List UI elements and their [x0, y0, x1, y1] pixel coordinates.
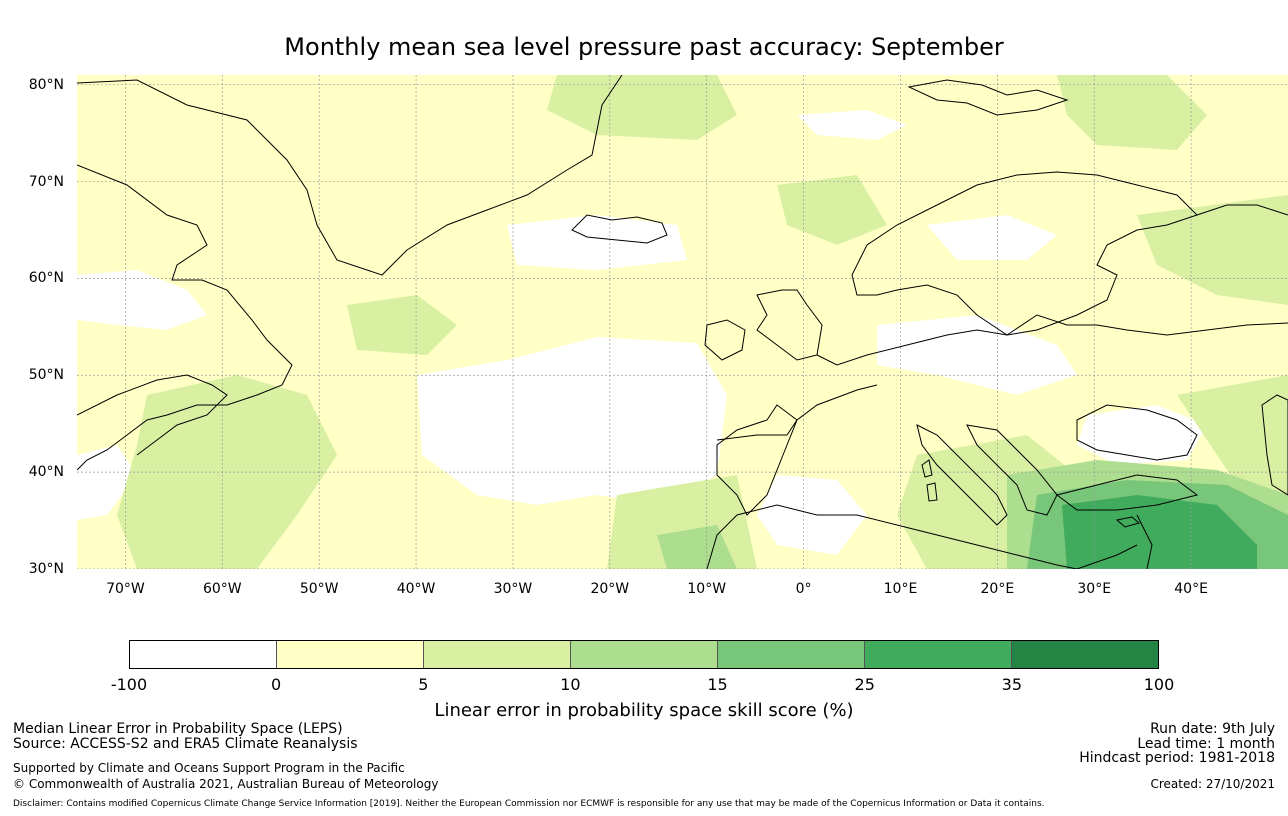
lat-label-80: 80°N: [28, 76, 64, 93]
zone-lightgreen-norway-sea: [777, 175, 887, 245]
zone-white-arctic: [797, 110, 907, 140]
zone-lightgreen-arctic: [1057, 75, 1207, 150]
zone-white-labrador: [77, 270, 207, 330]
coast-greenland: [77, 75, 623, 276]
coast-africa: [706, 504, 1078, 569]
zone-white-west-edge: [77, 445, 137, 520]
disclaimer-text: Disclaimer: Contains modified Copernicus…: [13, 799, 1045, 809]
colorbar-label: Linear error in probability space skill …: [434, 700, 854, 721]
footer-support-text: Supported by Climate and Oceans Support …: [13, 761, 405, 775]
colorbar-segment: [130, 641, 277, 668]
coast-anatolia: [1055, 474, 1199, 511]
colorbar-tick: 25: [854, 675, 875, 694]
coastlines: [77, 75, 1288, 569]
skill-zones: [77, 75, 1288, 569]
colorbar-segment: [424, 641, 571, 668]
lat-label-50: 50°N: [28, 367, 64, 384]
zone-white-eu: [877, 315, 1077, 395]
zone-lightgreen-greenland-sea: [547, 75, 737, 140]
coast-italy: [916, 424, 1008, 526]
colorbar: [129, 640, 1159, 669]
zone-darkgreen-levant: [1062, 495, 1257, 569]
colorbar-tick: 0: [271, 675, 282, 694]
zone-white-iceland-sea: [507, 215, 687, 270]
coast-canada-east: [77, 374, 228, 456]
colorbar-segment: [1012, 641, 1158, 668]
colorbar-tick: 100: [1143, 675, 1175, 694]
lon-label-30w: 30°W: [493, 581, 533, 597]
lon-label-50w: 50°W: [299, 581, 339, 597]
lon-label-0: 0°: [795, 581, 812, 597]
zone-lightgreen-mid-atlantic: [347, 295, 457, 355]
coast-balkans: [966, 424, 1058, 516]
coast-canada: [77, 164, 293, 471]
coast-cyprus: [1115, 516, 1141, 528]
footer-source-text: Source: ACCESS-S2 and ERA5 Climate Reana…: [13, 736, 358, 752]
colorbar-tick: 15: [707, 675, 728, 694]
colorbar-segment: [718, 641, 865, 668]
footer-run-date: Run date: 9th July: [1150, 721, 1275, 737]
coast-iberia-north: [716, 384, 878, 441]
lat-label-70: 70°N: [28, 173, 64, 190]
zone-white-iberia: [757, 475, 867, 555]
colorbar-tick: 35: [1001, 675, 1023, 694]
colorbar-tick: 5: [418, 675, 429, 694]
lon-label-30e: 30°E: [1077, 581, 1112, 597]
footer-lead-time: Lead time: 1 month: [1137, 736, 1275, 752]
zone-lightgreen-east: [1177, 375, 1288, 495]
zone-lightgreen-e-europe: [1137, 195, 1288, 305]
graticule: [77, 75, 1288, 569]
coast-britain: [756, 289, 823, 361]
footer-hindcast-period: Hindcast period: 1981-2018: [1079, 750, 1275, 766]
coast-caspian: [1261, 394, 1288, 496]
coast-scandinavia: [851, 171, 1198, 336]
colorbar-segment: [277, 641, 424, 668]
zone-white-blacksea: [1077, 405, 1207, 465]
colorbar-segment: [571, 641, 718, 668]
footer-created-date: Created: 27/10/2021: [1150, 777, 1275, 791]
colorbar-tick: 10: [560, 675, 581, 694]
lat-label-40: 40°N: [28, 464, 64, 481]
coast-sardinia: [926, 482, 938, 502]
coast-europe: [816, 314, 1288, 366]
lon-label-10w: 10°W: [687, 581, 727, 597]
coast-med-east: [1076, 544, 1138, 569]
coast-iceland: [571, 214, 668, 244]
zone-white-barents: [927, 215, 1057, 260]
map-canvas: [77, 75, 1288, 569]
coast-iberia: [716, 404, 798, 516]
coast-scandinavia-east: [1196, 204, 1288, 216]
footer-copyright-text: © Commonwealth of Australia 2021, Austra…: [13, 777, 439, 791]
lon-label-20w: 20°W: [590, 581, 630, 597]
colorbar-tick: -100: [110, 675, 148, 694]
coast-levant: [1136, 514, 1153, 569]
coast-ireland: [704, 319, 746, 361]
zone-white-north-atlantic: [417, 337, 727, 505]
lon-label-70w: 70°W: [106, 581, 145, 597]
lon-label-40e: 40°E: [1174, 581, 1208, 597]
coast-corsica: [921, 459, 933, 478]
colorbar-segment: [865, 641, 1012, 668]
lon-label-10e: 10°E: [883, 581, 918, 597]
lat-label-60: 60°N: [28, 270, 64, 287]
lat-label-30: 30°N: [28, 561, 64, 577]
lon-label-40w: 40°W: [396, 581, 436, 597]
footer-leps-text: Median Linear Error in Probability Space…: [13, 721, 343, 737]
coast-svalbard: [907, 79, 1069, 116]
coast-blacksea: [1076, 404, 1198, 461]
map-title: Monthly mean sea level pressure past acc…: [284, 33, 1004, 61]
lon-label-20e: 20°E: [980, 581, 1015, 597]
skill-map: [77, 75, 1288, 569]
lon-label-60w: 60°W: [202, 581, 242, 597]
